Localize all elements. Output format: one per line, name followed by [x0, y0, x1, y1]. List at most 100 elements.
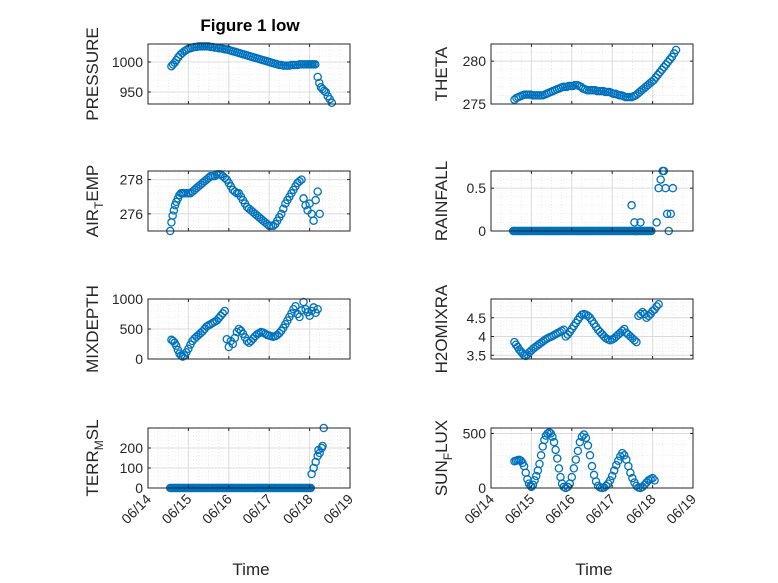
- data-point: [313, 72, 322, 82]
- subplot-sun_flux: 0 500 06/14 06/15 06/16 06/17 06/18 06/19 SUNFLU…: [432, 420, 699, 527]
- data-point: [563, 330, 573, 339]
- data-point: [649, 75, 659, 85]
- data-point: [297, 306, 306, 315]
- data-point: [230, 187, 240, 196]
- y-tick-label: 0: [135, 480, 143, 496]
- data-point: [605, 476, 615, 485]
- y-tick-label: 500: [120, 321, 144, 337]
- data-point: [652, 218, 661, 227]
- y-tick-label: 200: [120, 440, 144, 456]
- subplot-h2omixra: 3.5 4 4.5 H2OMIXRA: [432, 284, 694, 373]
- data-point: [220, 173, 230, 183]
- y-tick-label: 275: [463, 96, 487, 112]
- x-axis-label-right: Time: [575, 560, 612, 579]
- data-point: [530, 476, 539, 485]
- x-tick-label: 06/16: [199, 491, 235, 527]
- subplot-theta: 275 280 THETA: [432, 43, 694, 112]
- data-point: [653, 70, 663, 80]
- x-tick-label: 06/18: [623, 491, 659, 527]
- data-point: [184, 344, 193, 354]
- data-point: [262, 219, 272, 229]
- data-point: [636, 309, 645, 319]
- y-axis-label: SUNFLUX: [432, 420, 455, 496]
- y-axis-label: MIXDEPTH: [83, 285, 102, 373]
- data-point: [618, 326, 627, 336]
- data-point: [651, 73, 661, 82]
- data-point: [662, 209, 672, 219]
- data-point: [535, 459, 544, 469]
- data-point: [309, 216, 318, 225]
- y-tick-label: 280: [463, 53, 487, 69]
- data-point: [657, 65, 667, 74]
- data-point: [611, 460, 621, 470]
- data-point: [277, 209, 286, 219]
- data-point: [315, 448, 324, 458]
- axes-box: [490, 298, 694, 360]
- data-point: [311, 195, 320, 205]
- y-tick-label: 0: [478, 223, 486, 239]
- data-point: [661, 60, 671, 69]
- data-point: [548, 432, 557, 441]
- data-point: [268, 221, 278, 231]
- x-tick-label: 06/15: [158, 491, 194, 527]
- data-point: [614, 456, 623, 465]
- data-point: [636, 218, 645, 227]
- data-point: [650, 476, 659, 485]
- subplot-air_temp: 276 278 AIRTEMP: [83, 165, 351, 237]
- data-point: [321, 87, 331, 97]
- y-tick-label: 950: [120, 84, 144, 100]
- data-point: [632, 481, 641, 491]
- data-point: [656, 175, 665, 184]
- data-point: [291, 301, 300, 311]
- data-point: [626, 468, 635, 477]
- y-axis-label: RAINFALL: [432, 161, 451, 241]
- data-point: [297, 175, 306, 184]
- data-point: [654, 299, 663, 309]
- data-point: [630, 335, 639, 345]
- data-point: [540, 435, 549, 445]
- data-point: [583, 441, 593, 450]
- y-tick-label: 1000: [112, 54, 143, 70]
- data-point: [301, 201, 310, 210]
- x-tick-label: 06/14: [118, 491, 154, 527]
- data-point: [168, 211, 177, 220]
- data-point: [569, 464, 579, 473]
- data-point: [618, 448, 627, 458]
- data-point: [313, 187, 322, 196]
- axes-box: [147, 170, 351, 232]
- data-point: [655, 68, 665, 77]
- axes-box: [490, 43, 694, 105]
- y-tick-label: 3.5: [467, 347, 487, 363]
- data-point: [620, 451, 629, 460]
- data-point: [210, 171, 219, 181]
- data-point: [630, 218, 639, 227]
- y-tick-label: 0: [135, 351, 143, 367]
- data-point: [663, 57, 673, 67]
- axes-box: [490, 170, 694, 232]
- data-point: [577, 432, 587, 441]
- data-point: [609, 466, 619, 475]
- data-point: [585, 451, 595, 460]
- data-point: [275, 328, 284, 338]
- data-point: [313, 304, 322, 314]
- data-point: [318, 441, 327, 451]
- data-point: [311, 60, 320, 69]
- data-point: [220, 306, 230, 316]
- data-point: [531, 471, 541, 481]
- y-tick-label: 4.5: [467, 310, 487, 326]
- data-point: [169, 206, 179, 215]
- data-point: [536, 451, 546, 460]
- y-axis-label: THETA: [432, 46, 451, 101]
- data-point: [567, 472, 577, 482]
- y-axis-label: PRESSURE: [83, 27, 102, 121]
- data-point: [218, 309, 227, 318]
- x-tick-label: 06/18: [280, 491, 316, 527]
- data-point: [222, 334, 232, 344]
- data-point: [591, 477, 601, 486]
- y-tick-label: 100: [120, 460, 144, 476]
- data-point: [287, 309, 296, 318]
- y-tick-label: 4: [478, 329, 486, 345]
- x-tick-label: 06/17: [239, 491, 275, 527]
